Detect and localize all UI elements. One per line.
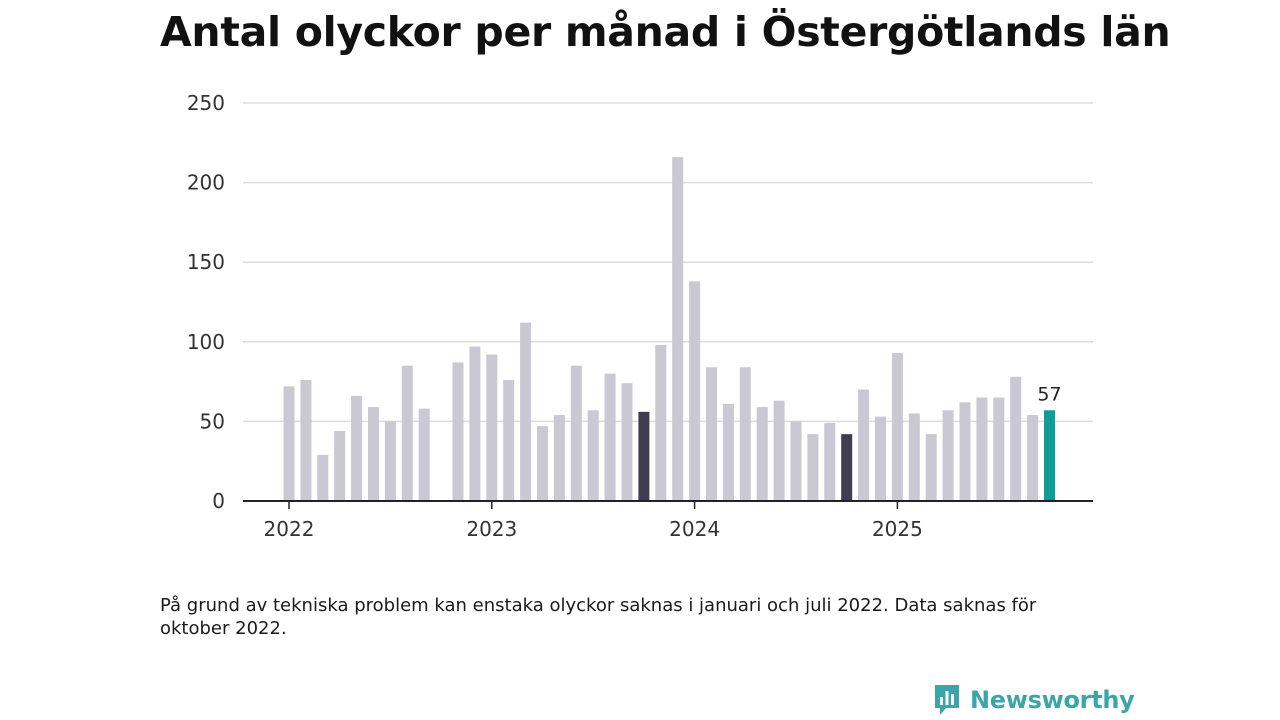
y-tick-label: 0 xyxy=(212,489,225,513)
bar xyxy=(553,415,565,501)
bar xyxy=(807,434,819,501)
bar xyxy=(469,346,481,501)
x-axis-ticks: 2022 2023 2024 2025 xyxy=(264,501,923,541)
bar xyxy=(520,322,532,501)
x-tick-label: 2024 xyxy=(669,517,720,541)
y-tick-label: 200 xyxy=(187,171,225,195)
bar xyxy=(1010,376,1022,501)
bar xyxy=(317,454,329,501)
bar xyxy=(959,402,971,501)
bar xyxy=(334,430,346,501)
bar xyxy=(537,426,548,501)
bar xyxy=(570,365,582,501)
bar xyxy=(976,397,988,501)
bar xyxy=(503,380,515,501)
bar xyxy=(875,416,886,501)
bar xyxy=(621,383,633,501)
bar xyxy=(368,407,379,501)
bar xyxy=(891,352,903,501)
newsworthy-logo-icon xyxy=(935,685,959,715)
y-tick-label: 100 xyxy=(187,330,225,354)
bar xyxy=(638,411,650,501)
bar xyxy=(351,395,363,501)
bar xyxy=(841,434,853,501)
bar xyxy=(993,397,1005,501)
bar xyxy=(773,400,785,501)
bar xyxy=(908,413,920,501)
y-tick-label: 50 xyxy=(200,409,225,433)
gridlines xyxy=(243,102,1093,423)
bar xyxy=(1027,415,1039,501)
bar xyxy=(384,421,396,501)
bar xyxy=(706,367,717,501)
bars xyxy=(283,157,1055,502)
brand-name: Newsworthy xyxy=(970,686,1135,714)
bar xyxy=(790,421,802,501)
y-tick-label: 150 xyxy=(187,250,225,274)
bar xyxy=(824,422,836,501)
bar xyxy=(739,367,751,501)
bar xyxy=(452,362,464,501)
x-tick-label: 2023 xyxy=(466,517,517,541)
bar xyxy=(756,407,768,501)
x-tick-label: 2022 xyxy=(264,517,315,541)
bar xyxy=(486,354,498,501)
bar xyxy=(401,365,413,501)
bar xyxy=(858,389,870,501)
bar xyxy=(689,281,701,501)
data-label: 57 xyxy=(1037,383,1061,405)
bar xyxy=(418,408,430,501)
newsworthy-logo: Newsworthy xyxy=(932,682,1135,718)
bar xyxy=(300,380,312,501)
x-tick-label: 2025 xyxy=(872,517,923,541)
y-axis-ticks: 0 50 100 150 200 250 xyxy=(187,91,225,513)
bar xyxy=(722,403,734,501)
y-tick-label: 250 xyxy=(187,91,225,115)
bar xyxy=(655,344,667,501)
bar xyxy=(587,410,599,501)
bar xyxy=(942,410,954,501)
bar xyxy=(604,373,616,501)
bar xyxy=(1044,410,1055,501)
bar xyxy=(283,386,295,501)
data-labels: 57 xyxy=(1037,383,1061,405)
chart-title: Antal olyckor per månad i Östergötlands … xyxy=(160,8,1171,56)
footnote: På grund av tekniska problem kan enstaka… xyxy=(160,595,1037,639)
bar xyxy=(925,434,937,501)
bar xyxy=(672,157,684,502)
